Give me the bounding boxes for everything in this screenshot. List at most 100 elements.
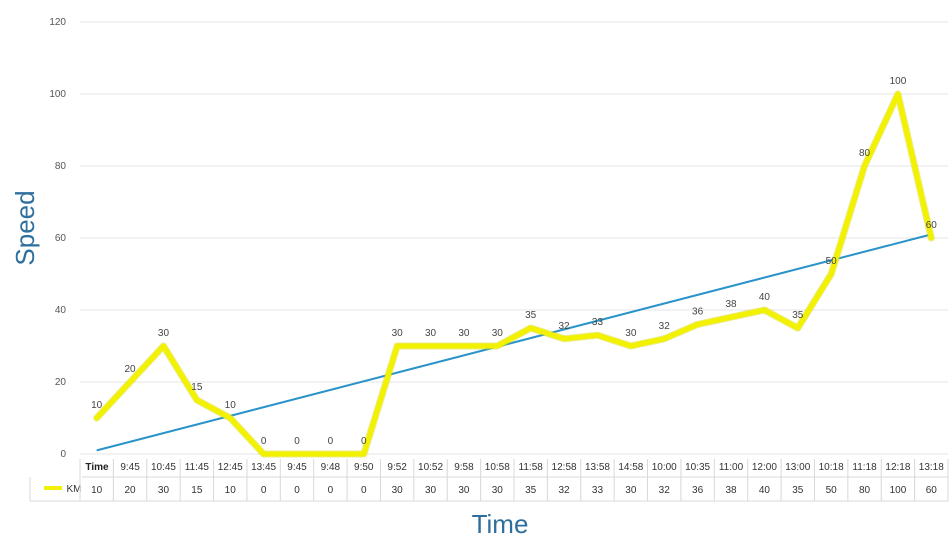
- table-header-label: Time: [85, 462, 109, 473]
- trendline-line: [96, 233, 932, 452]
- table-km-cell: 0: [294, 485, 300, 496]
- data-label: 40: [759, 292, 771, 303]
- table-km-cell: 0: [361, 485, 367, 496]
- table-km-cell: 0: [261, 485, 267, 496]
- data-label: 0: [361, 436, 367, 447]
- table-km-cell: 10: [225, 485, 237, 496]
- data-point: [495, 344, 499, 348]
- y-axis-title: Speed: [10, 190, 40, 265]
- data-point: [128, 380, 132, 384]
- data-point: [796, 326, 800, 330]
- table-km-cell: 100: [890, 485, 907, 496]
- series-line-km: [94, 91, 934, 457]
- table-km-cell: 20: [125, 485, 137, 496]
- data-label: 100: [890, 76, 907, 87]
- table-km-cell: 30: [492, 485, 504, 496]
- table-km-cell: 50: [826, 485, 838, 496]
- y-tick-label: 40: [55, 305, 67, 316]
- data-label: 32: [659, 321, 671, 332]
- table-time-cell: 9:45: [287, 462, 307, 473]
- table-time-cell: 10:18: [819, 462, 844, 473]
- y-tick-label: 100: [49, 89, 66, 100]
- data-point: [829, 272, 833, 276]
- table-time-cell: 11:18: [852, 462, 877, 473]
- data-point: [328, 452, 332, 456]
- table-km-cell: 38: [725, 485, 737, 496]
- y-tick-label: 120: [49, 17, 66, 28]
- table-time-cell: 13:45: [251, 462, 276, 473]
- table-time-cell: 12:00: [752, 462, 777, 473]
- data-point: [262, 452, 266, 456]
- data-point: [161, 344, 165, 348]
- data-point: [929, 236, 933, 240]
- data-point: [629, 344, 633, 348]
- y-tick-label: 20: [55, 377, 67, 388]
- data-label: 35: [792, 310, 804, 321]
- data-label: 20: [125, 364, 137, 375]
- table-km-cell: 35: [525, 485, 537, 496]
- data-point: [896, 92, 900, 96]
- series-km: [93, 90, 935, 458]
- table-time-cell: 10:58: [485, 462, 510, 473]
- table-time-cell: 14:58: [618, 462, 643, 473]
- data-point: [762, 308, 766, 312]
- data-label: 30: [392, 328, 404, 339]
- table-time-cell: 9:58: [454, 462, 474, 473]
- data-point: [863, 164, 867, 168]
- data-point: [562, 337, 566, 341]
- table-time-cell: 13:58: [585, 462, 610, 473]
- data-label: 10: [225, 400, 237, 411]
- data-point: [696, 322, 700, 326]
- x-axis-title: Time: [472, 509, 529, 539]
- table-km-cell: 35: [792, 485, 804, 496]
- data-label: 36: [692, 306, 704, 317]
- data-label: 15: [191, 382, 203, 393]
- data-point: [362, 452, 366, 456]
- data-label: 30: [458, 328, 470, 339]
- table-time-cell: 11:00: [719, 462, 744, 473]
- table-km-cell: 60: [926, 485, 938, 496]
- table-km-cell: 40: [759, 485, 771, 496]
- data-label: 30: [492, 328, 504, 339]
- table-time-cell: 9:50: [354, 462, 374, 473]
- table-km-cell: 30: [425, 485, 437, 496]
- table-time-cell: 10:52: [418, 462, 443, 473]
- table-time-cell: 12:58: [552, 462, 577, 473]
- table-km-cell: 33: [592, 485, 604, 496]
- data-label: 33: [592, 317, 604, 328]
- data-point: [729, 315, 733, 319]
- data-point: [429, 344, 433, 348]
- data-label: 30: [625, 328, 637, 339]
- table-km-cell: 0: [328, 485, 334, 496]
- table-time-cell: 10:00: [652, 462, 677, 473]
- table-km-cell: 30: [392, 485, 404, 496]
- data-point: [195, 398, 199, 402]
- table-km-cell: 32: [559, 485, 571, 496]
- data-label: 50: [826, 256, 838, 267]
- series-line-shadow: [93, 90, 935, 458]
- data-label: 0: [328, 436, 334, 447]
- gridlines: [80, 21, 948, 455]
- y-tick-label: 60: [55, 233, 67, 244]
- table-km-cell: 15: [191, 485, 203, 496]
- table-time-cell: 12:45: [218, 462, 243, 473]
- data-point: [228, 416, 232, 420]
- table-km-cell: 32: [659, 485, 671, 496]
- table-km-cell: 30: [625, 485, 637, 496]
- data-label: 35: [525, 310, 537, 321]
- data-point: [395, 344, 399, 348]
- data-label: 80: [859, 148, 871, 159]
- data-label: 0: [261, 436, 267, 447]
- table-km-cell: 30: [158, 485, 170, 496]
- table-time-cell: 10:45: [151, 462, 176, 473]
- table-time-cell: 12:18: [885, 462, 910, 473]
- table-time-cell: 9:48: [321, 462, 341, 473]
- y-tick-label: 0: [60, 449, 66, 460]
- table-time-cell: 13:00: [785, 462, 810, 473]
- data-point: [529, 326, 533, 330]
- data-label: 32: [559, 321, 571, 332]
- y-axis-ticks: 0 20 40 60 80 100 120: [49, 17, 66, 460]
- data-point: [595, 333, 599, 337]
